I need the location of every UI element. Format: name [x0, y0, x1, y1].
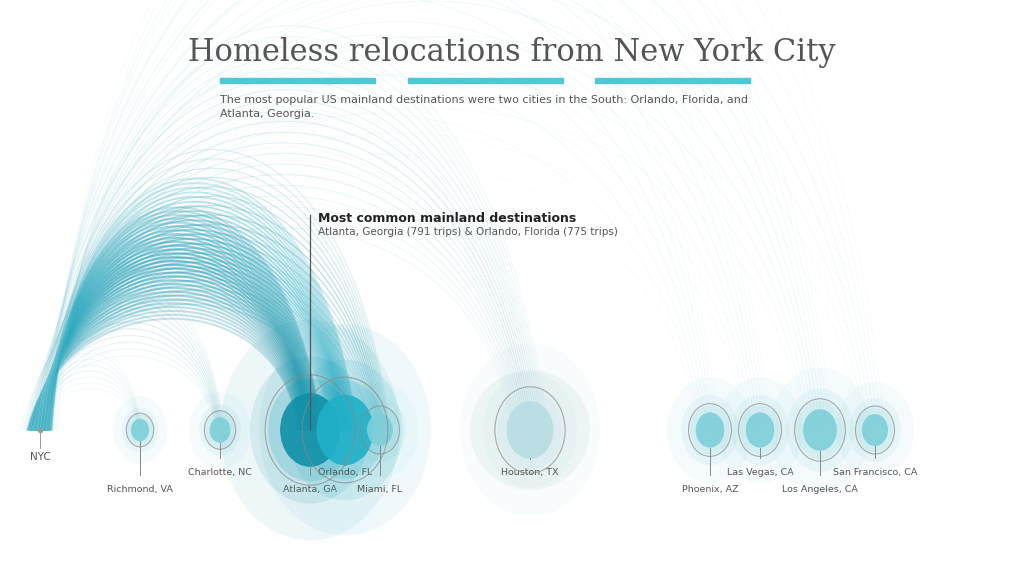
Ellipse shape — [460, 344, 600, 517]
Text: Richmond, VA: Richmond, VA — [108, 485, 173, 494]
Ellipse shape — [188, 392, 251, 468]
Ellipse shape — [259, 324, 431, 536]
Ellipse shape — [288, 359, 402, 501]
Bar — [220, 78, 375, 83]
Ellipse shape — [690, 406, 730, 454]
Ellipse shape — [367, 414, 393, 446]
Ellipse shape — [131, 419, 150, 441]
Ellipse shape — [740, 406, 780, 454]
Text: Houston, TX: Houston, TX — [502, 468, 559, 477]
Ellipse shape — [122, 408, 158, 452]
Bar — [595, 78, 750, 83]
Ellipse shape — [127, 414, 153, 446]
Text: The most popular US mainland destinations were two cities in the South: Orlando,: The most popular US mainland destination… — [220, 95, 748, 119]
Ellipse shape — [220, 320, 399, 540]
Ellipse shape — [695, 412, 724, 448]
Bar — [408, 78, 563, 83]
Text: Orlando, FL: Orlando, FL — [317, 468, 372, 477]
Text: Las Vegas, CA: Las Vegas, CA — [727, 468, 794, 477]
Ellipse shape — [316, 395, 374, 465]
Ellipse shape — [786, 388, 854, 472]
Ellipse shape — [281, 393, 340, 467]
Ellipse shape — [250, 357, 370, 503]
Ellipse shape — [113, 396, 167, 464]
Ellipse shape — [803, 409, 837, 451]
Ellipse shape — [354, 398, 406, 462]
Ellipse shape — [667, 377, 753, 483]
Ellipse shape — [341, 382, 419, 478]
Ellipse shape — [797, 401, 844, 459]
Ellipse shape — [200, 404, 241, 456]
Ellipse shape — [483, 373, 577, 488]
Ellipse shape — [769, 367, 870, 492]
Ellipse shape — [206, 412, 234, 448]
Text: NYC: NYC — [30, 452, 50, 462]
Ellipse shape — [731, 395, 788, 465]
Ellipse shape — [210, 417, 230, 443]
Text: Los Angeles, CA: Los Angeles, CA — [782, 485, 858, 494]
Text: Atlanta, GA: Atlanta, GA — [283, 485, 337, 494]
Text: Phoenix, AZ: Phoenix, AZ — [682, 485, 738, 494]
Ellipse shape — [681, 395, 738, 465]
Ellipse shape — [857, 408, 893, 452]
Text: San Francisco, CA: San Francisco, CA — [833, 468, 918, 477]
Text: Atlanta, Georgia (791 trips) & Orlando, Florida (775 trips): Atlanta, Georgia (791 trips) & Orlando, … — [318, 227, 617, 237]
Text: Most common mainland destinations: Most common mainland destinations — [318, 212, 577, 225]
Ellipse shape — [849, 398, 901, 462]
Text: Homeless relocations from New York City: Homeless relocations from New York City — [188, 36, 836, 67]
Text: Miami, FL: Miami, FL — [357, 485, 402, 494]
Ellipse shape — [862, 414, 888, 446]
Ellipse shape — [498, 390, 563, 471]
Ellipse shape — [305, 381, 385, 479]
Ellipse shape — [836, 382, 914, 478]
Ellipse shape — [268, 378, 352, 482]
Ellipse shape — [717, 377, 803, 483]
Ellipse shape — [507, 401, 553, 459]
Ellipse shape — [361, 408, 398, 452]
Ellipse shape — [745, 412, 774, 448]
Text: Charlotte, NC: Charlotte, NC — [188, 468, 252, 477]
Ellipse shape — [470, 370, 590, 490]
